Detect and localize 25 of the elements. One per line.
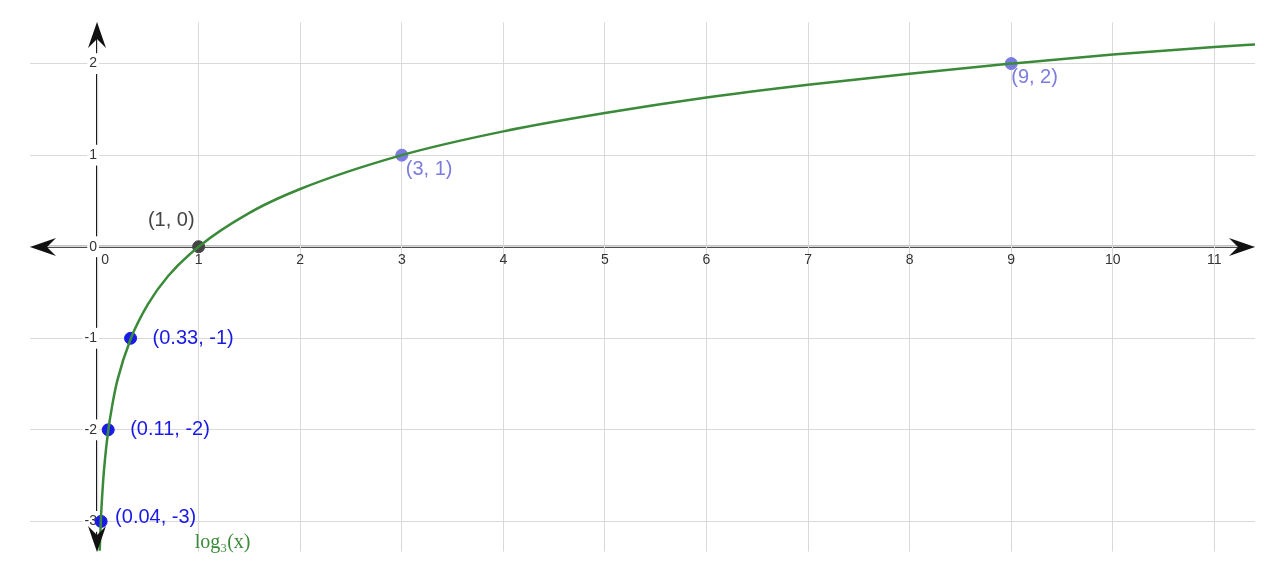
annotation: (0.11, -2): [130, 417, 210, 440]
y-tick-label: -1: [84, 329, 98, 346]
x-tick-label: 3: [397, 250, 406, 267]
y-tick-label: 0: [89, 237, 98, 254]
annotation: (0.04, -3): [115, 504, 197, 527]
x-tick-label: 4: [499, 250, 508, 267]
x-tick-label: 9: [1007, 250, 1016, 267]
y-tick-label: 1: [89, 146, 98, 163]
x-tick-label: 6: [702, 250, 711, 267]
x-tick-label: 5: [601, 250, 610, 267]
x-tick-label: 0: [101, 250, 110, 267]
x-tick-label: 8: [905, 250, 914, 267]
x-tick-label: 11: [1207, 250, 1222, 267]
annotation: (1, 0): [147, 208, 195, 231]
annotation: (3, 1): [405, 156, 453, 179]
y-tick-label: -3: [84, 512, 98, 529]
x-tick-label: 2: [296, 250, 305, 267]
x-tick-label: 7: [804, 250, 813, 267]
text: log₃(x): [194, 529, 251, 553]
annotation: (9, 2): [1011, 65, 1058, 88]
y-tick-label: -2: [84, 420, 98, 437]
y-tick-label: 2: [89, 54, 98, 71]
x-tick-label: 1: [194, 250, 203, 267]
x-tick-label: 10: [1105, 250, 1121, 267]
annotation: (0.33, -1): [152, 325, 234, 348]
